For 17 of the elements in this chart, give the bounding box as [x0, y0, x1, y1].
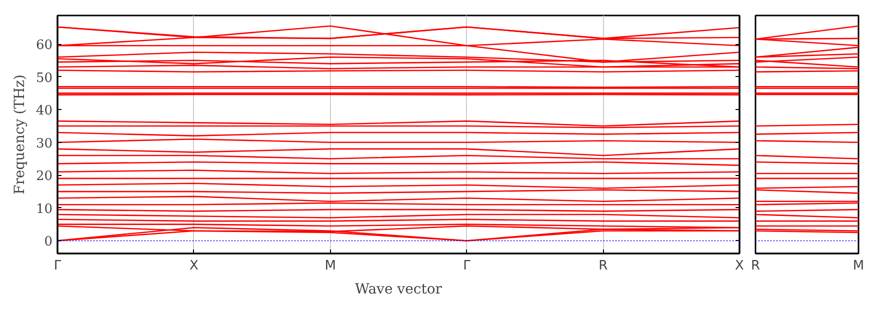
y-tick-label: 10: [36, 202, 53, 217]
x-tick-label: Γ: [463, 258, 472, 274]
x-tick-label: M: [852, 258, 864, 274]
x-tick-label: Γ: [54, 258, 62, 274]
y-tick-label: 60: [36, 38, 53, 54]
x-axis-title: Wave vector: [355, 282, 442, 298]
y-tick-label: 50: [36, 70, 53, 86]
y-axis-title: Frequency (THz): [12, 74, 28, 195]
y-tick-label: 0: [44, 234, 53, 250]
y-tick-label: 20: [36, 169, 53, 184]
x-tick-label: X: [735, 258, 744, 274]
x-tick-label: R: [598, 258, 608, 274]
y-tick-label: 30: [36, 136, 53, 152]
y-tick-label: 40: [36, 104, 53, 119]
x-tick-label: M: [324, 258, 336, 274]
x-tick-label: R: [750, 258, 760, 274]
x-tick-label: X: [189, 258, 198, 274]
